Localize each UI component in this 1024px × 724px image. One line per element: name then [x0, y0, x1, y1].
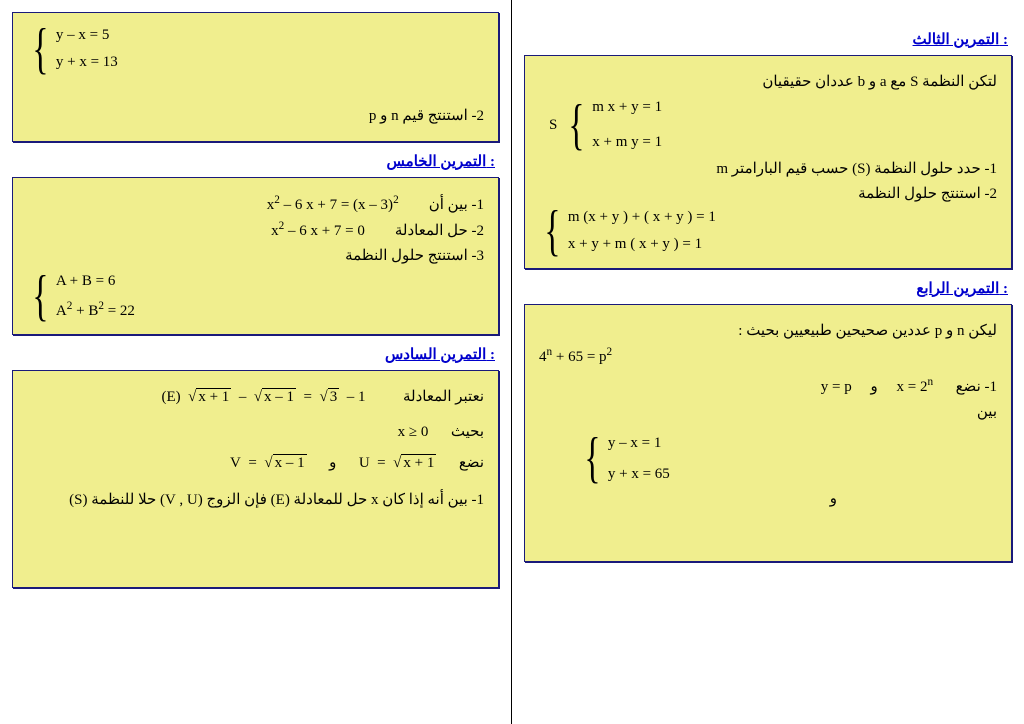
text-label: و [329, 455, 336, 471]
question-text: 2- استنتج قيم n و p [27, 106, 484, 125]
system-label: S [549, 117, 557, 134]
system-s: S { m x + y = 1 x + m y = 1 [549, 99, 997, 151]
ex5-line3: 3- استنتج حلول النظمة [27, 246, 484, 265]
brace-icon: { [32, 274, 48, 319]
eq-line: y – x = 1 [608, 435, 670, 452]
ex5-box: 1- بين أن x2 – 6 x + 7 = (x – 3)2 2- حل … [12, 177, 499, 335]
text-label: و [870, 379, 877, 395]
brace-icon: { [584, 436, 600, 481]
exercise-5-title: التمرين الخامس : [12, 152, 495, 171]
ex4-post: بين [539, 402, 997, 421]
ex3-q2: 2- استنتج حلول النظمة [539, 184, 997, 203]
ex3-box: لتكن النظمة S مع a و b عددان حقيقيان S {… [524, 55, 1012, 269]
ex6-line4: 1- بين أنه إذا كان x حل للمعادلة (E) فإن… [27, 490, 484, 509]
eq-line: A + B = 6 [56, 273, 135, 290]
text-label: نضع [459, 455, 484, 471]
ex4-given: 4n + 65 = p2 [539, 346, 997, 366]
eq-line: A2 + B2 = 22 [56, 300, 135, 320]
eq-line: m (x + y ) + ( x + y ) = 1 [568, 209, 716, 226]
exercise-3-title: التمرين الثالث : [524, 30, 1008, 49]
exercise-4-title: التمرين الرابع : [524, 279, 1008, 298]
eq-line: x + m y = 1 [592, 134, 662, 151]
system-prev: { y – x = 5 y + x = 13 [27, 27, 484, 72]
ex4-q1: 1- نضع x = 2n و y = p [539, 376, 997, 396]
eq-line: y – x = 5 [56, 27, 118, 44]
eq-line: m x + y = 1 [592, 99, 662, 116]
text-label: نعتبر المعادلة [403, 389, 484, 405]
ex5-line2: 2- حل المعادلة x2 – 6 x + 7 = 0 [27, 220, 484, 240]
system-ex4: { y – x = 1 y + x = 65 [579, 435, 997, 483]
right-column: التمرين الثالث : لتكن النظمة S مع a و b … [512, 0, 1024, 724]
left-column: { y – x = 5 y + x = 13 2- استنتج قيم n و… [0, 0, 512, 724]
ex4-box: ليكن n و p عددين صحيحين طبيعيين بحيث : 4… [524, 304, 1012, 562]
text-label: 1- نضع [956, 379, 997, 395]
brace-icon: { [544, 209, 560, 254]
eq-line: x + y + m ( x + y ) = 1 [568, 236, 716, 253]
brace-icon: { [32, 27, 48, 72]
eq-line: y + x = 65 [608, 466, 670, 483]
system-s2: { m (x + y ) + ( x + y ) = 1 x + y + m (… [539, 209, 997, 254]
ex6-line2: بحيث x ≥ 0 [27, 422, 484, 441]
system-ex5: { A + B = 6 A2 + B2 = 22 [27, 273, 484, 320]
text-label: 2- حل المعادلة [395, 223, 484, 239]
text-label: 1- بين أن [429, 197, 484, 213]
ex5-line1: 1- بين أن x2 – 6 x + 7 = (x – 3)2 [27, 194, 484, 214]
ex-prev-box: { y – x = 5 y + x = 13 2- استنتج قيم n و… [12, 12, 499, 142]
ex3-q1: 1- حدد حلول النظمة (S) حسب قيم البارامتر… [539, 159, 997, 178]
ex6-line1: نعتبر المعادلة (E) x + 1 – x – 1 = 3 – 1 [27, 387, 484, 406]
page-root: { y – x = 5 y + x = 13 2- استنتج قيم n و… [0, 0, 1024, 724]
ex4-intro: ليكن n و p عددين صحيحين طبيعيين بحيث : [539, 321, 997, 340]
exercise-6-title: التمرين السادس : [12, 345, 495, 364]
ex6-box: نعتبر المعادلة (E) x + 1 – x – 1 = 3 – 1… [12, 370, 499, 588]
eq-line: y + x = 13 [56, 54, 118, 71]
ex3-intro: لتكن النظمة S مع a و b عددان حقيقيان [539, 72, 997, 91]
brace-icon: { [569, 103, 585, 148]
text-label: بحيث [451, 424, 484, 440]
ex6-line3: نضع U = x + 1 و V = x – 1 [27, 453, 484, 472]
and-label: و [539, 489, 997, 508]
